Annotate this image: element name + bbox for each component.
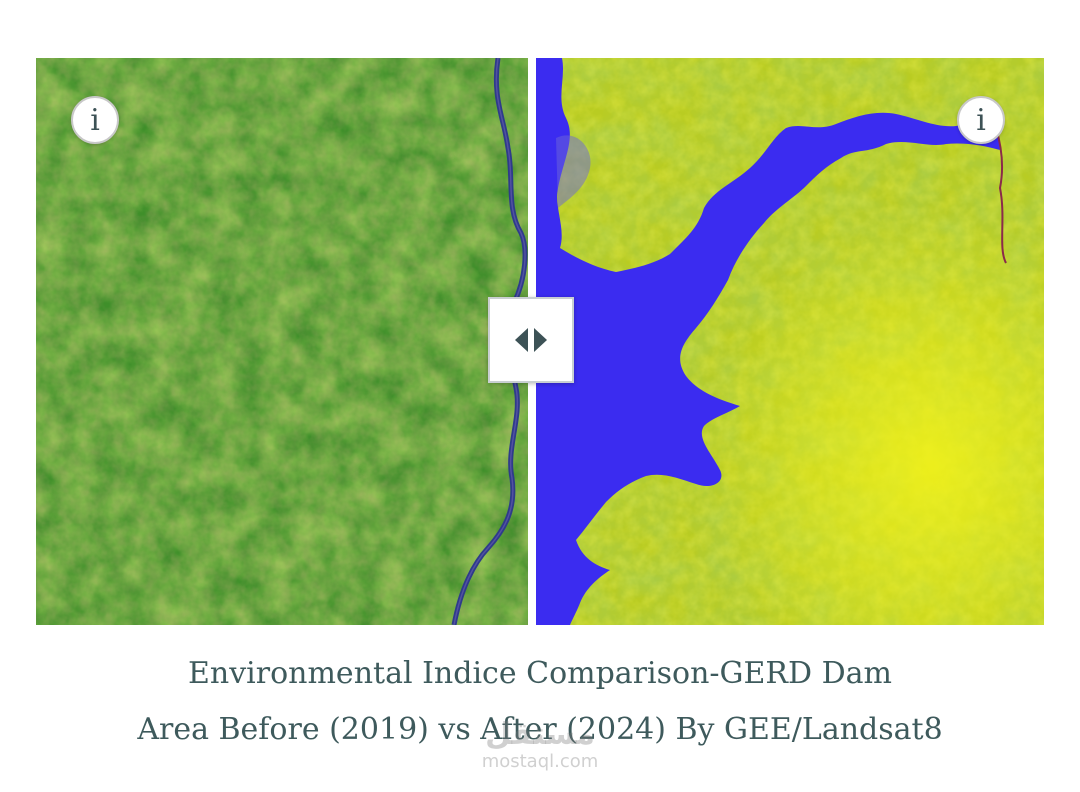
info-button-before[interactable]: i <box>71 96 119 144</box>
after-2024-image <box>536 58 1044 625</box>
arrow-right-icon <box>534 328 547 352</box>
watermark-logo: مستقل <box>485 717 595 752</box>
watermark: مستقل mostaql.com <box>470 718 610 772</box>
before-2019-image <box>36 58 528 625</box>
before-after-comparison-slider[interactable]: i i <box>36 58 1044 625</box>
image-caption: Environmental Indice Comparison-GERD Dam… <box>60 646 1020 758</box>
caption-line-2: Area Before (2019) vs After (2024) By GE… <box>137 712 943 747</box>
info-button-after[interactable]: i <box>957 96 1005 144</box>
caption-line-1: Environmental Indice Comparison-GERD Dam <box>188 656 892 691</box>
arrow-left-icon <box>515 328 528 352</box>
watermark-text: mostaql.com <box>481 751 599 772</box>
info-icon: i <box>976 102 986 138</box>
slider-handle[interactable] <box>488 297 574 383</box>
info-icon: i <box>90 102 100 138</box>
